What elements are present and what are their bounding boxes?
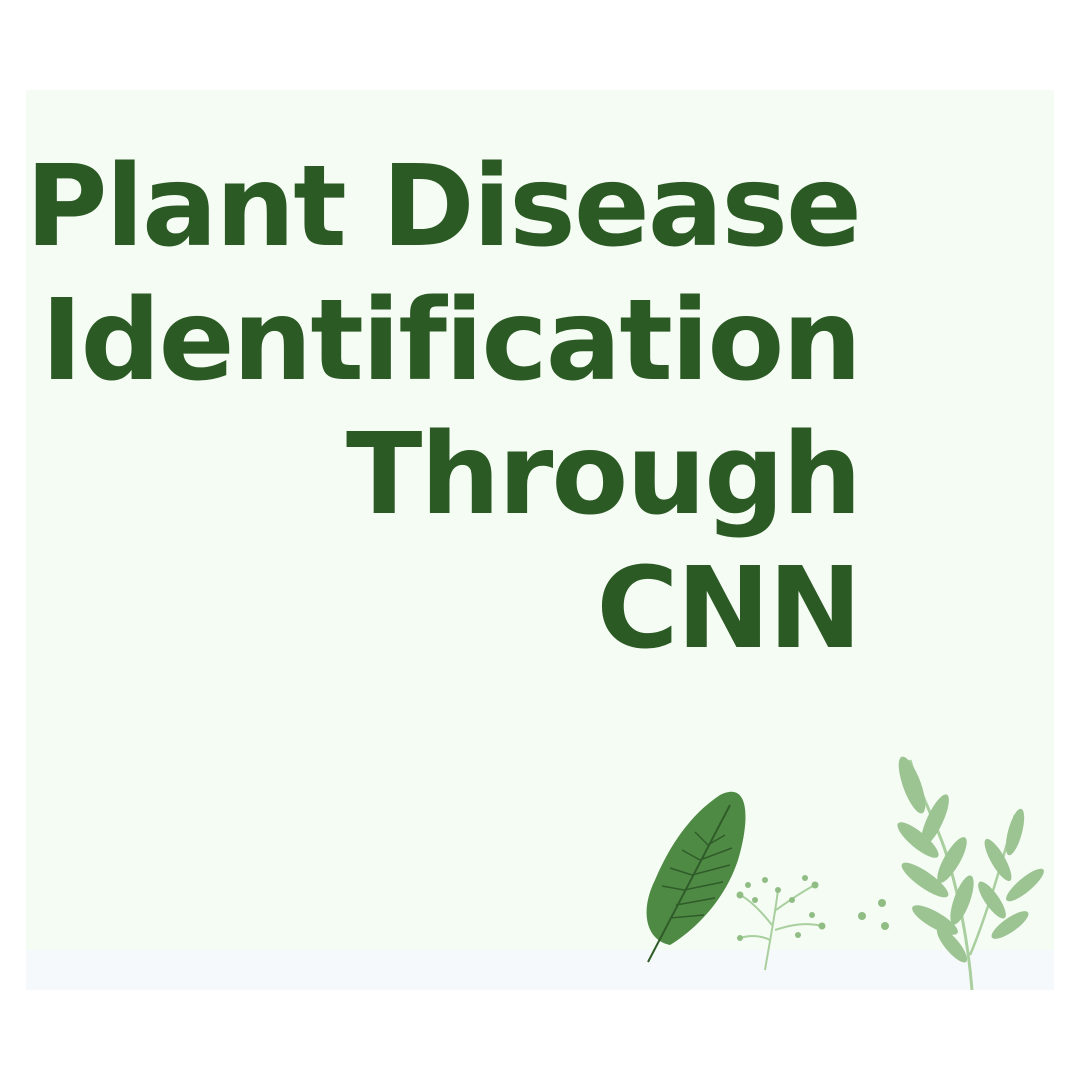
page-title: Plant Disease Identification Through CNN — [25, 140, 862, 676]
dots-icon — [858, 899, 889, 930]
berry-sprig-icon — [739, 884, 823, 971]
plant-decoration — [646, 756, 1044, 991]
title-line-2: Identification — [40, 276, 862, 406]
title-line-4: CNN — [596, 544, 862, 674]
panel-bottom-strip — [26, 950, 1054, 990]
eucalyptus-branch-icon — [897, 756, 1044, 991]
title-line-1: Plant Disease — [25, 142, 862, 272]
title-panel — [26, 90, 1054, 950]
monstera-leaf-icon — [646, 791, 746, 963]
title-line-3: Through — [346, 410, 862, 540]
berry-dots — [736, 875, 826, 941]
